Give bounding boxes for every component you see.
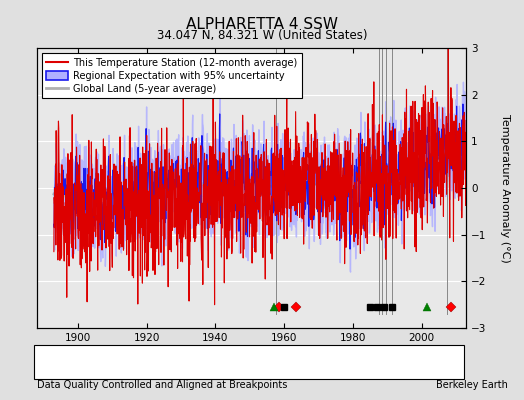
- Text: Station Move: Station Move: [55, 357, 119, 366]
- Text: Data Quality Controlled and Aligned at Breakpoints: Data Quality Controlled and Aligned at B…: [37, 380, 287, 390]
- Text: ◆: ◆: [43, 357, 51, 366]
- Legend: This Temperature Station (12-month average), Regional Expectation with 95% uncer: This Temperature Station (12-month avera…: [41, 53, 302, 98]
- Text: Time of Obs. Change: Time of Obs. Change: [236, 357, 337, 366]
- Text: Berkeley Earth: Berkeley Earth: [436, 380, 508, 390]
- Text: ▲: ▲: [129, 357, 138, 366]
- Text: ALPHARETTA 4 SSW: ALPHARETTA 4 SSW: [186, 17, 338, 32]
- Text: Record Gap: Record Gap: [141, 357, 198, 366]
- Text: ▼: ▼: [224, 357, 232, 366]
- Text: Empirical Break: Empirical Break: [367, 357, 443, 366]
- Y-axis label: Temperature Anomaly (°C): Temperature Anomaly (°C): [500, 114, 510, 262]
- Text: 34.047 N, 84.321 W (United States): 34.047 N, 84.321 W (United States): [157, 29, 367, 42]
- Text: ■: ■: [354, 357, 364, 366]
